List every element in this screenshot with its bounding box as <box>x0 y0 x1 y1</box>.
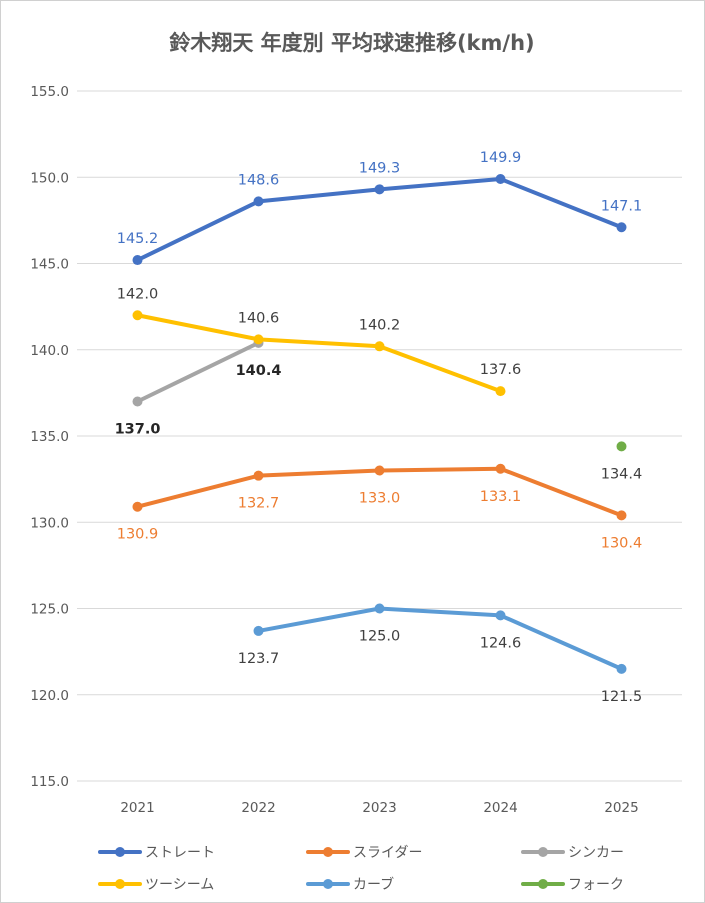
data-label: 134.4 <box>601 466 643 482</box>
data-label: 140.2 <box>359 317 401 333</box>
data-label: 125.0 <box>359 629 401 645</box>
data-point <box>253 334 264 345</box>
y-tick-label: 130.0 <box>30 515 69 531</box>
data-point <box>616 222 627 233</box>
legend-marker-icon <box>323 879 333 889</box>
x-tick-label: 2025 <box>604 800 638 816</box>
legend-label: フォーク <box>568 877 624 893</box>
data-label: 133.0 <box>359 491 401 507</box>
data-label: 124.6 <box>480 635 522 651</box>
data-point <box>495 173 506 184</box>
legend-marker-icon <box>115 847 125 857</box>
data-label: 142.0 <box>117 286 159 302</box>
data-point <box>374 341 385 352</box>
data-label: 137.0 <box>115 422 161 438</box>
data-point <box>495 463 506 474</box>
data-point <box>253 196 264 207</box>
data-label: 149.9 <box>480 150 522 166</box>
data-label: 132.7 <box>238 496 280 512</box>
legend-label: ストレート <box>145 845 215 861</box>
data-label: 130.4 <box>601 535 643 551</box>
y-tick-label: 145.0 <box>30 257 69 273</box>
data-point <box>374 184 385 195</box>
y-tick-label: 155.0 <box>30 84 69 100</box>
data-label: 130.9 <box>117 527 159 543</box>
data-point <box>374 603 385 614</box>
legend-label: シンカー <box>568 845 624 861</box>
x-tick-label: 2022 <box>241 800 275 816</box>
legend-label: ツーシーム <box>145 877 214 893</box>
data-label: 140.6 <box>238 310 280 326</box>
series-line <box>135 313 503 394</box>
data-label: 147.1 <box>601 198 643 214</box>
legend-marker-icon <box>538 879 548 889</box>
legend-label: カーブ <box>353 876 394 893</box>
data-point <box>132 501 143 512</box>
data-point <box>132 255 143 266</box>
chart-title: 鈴木翔天 年度別 平均球速推移(km/h) <box>169 31 534 55</box>
x-tick-label: 2023 <box>362 800 396 816</box>
series-line <box>256 606 624 671</box>
legend-marker-icon <box>538 847 548 857</box>
x-tick-label: 2021 <box>120 800 154 816</box>
data-point <box>495 386 506 397</box>
y-tick-label: 140.0 <box>30 343 69 359</box>
y-tick-label: 135.0 <box>30 429 69 445</box>
data-label: 149.3 <box>359 160 401 176</box>
data-label: 137.6 <box>480 362 522 378</box>
data-label: 140.4 <box>236 363 282 379</box>
data-label: 133.1 <box>480 489 522 505</box>
data-point <box>132 310 143 321</box>
data-label: 145.2 <box>117 231 159 247</box>
data-point <box>616 510 627 521</box>
y-tick-label: 115.0 <box>30 774 69 790</box>
data-label: 123.7 <box>238 651 280 667</box>
data-point <box>495 610 506 621</box>
data-label: 121.5 <box>601 689 643 705</box>
y-tick-label: 150.0 <box>30 170 69 186</box>
data-label: 148.6 <box>238 172 280 188</box>
data-point <box>374 465 385 476</box>
legend-label: スライダー <box>353 845 422 861</box>
series-line <box>135 340 261 404</box>
data-point <box>253 625 264 636</box>
data-point <box>253 470 264 481</box>
x-tick-label: 2024 <box>483 800 517 816</box>
y-tick-label: 125.0 <box>30 602 69 618</box>
data-point <box>132 396 143 407</box>
legend-marker-icon <box>323 847 333 857</box>
data-point <box>616 663 627 674</box>
y-tick-label: 120.0 <box>30 688 69 704</box>
data-point <box>616 441 627 452</box>
legend-marker-icon <box>115 879 125 889</box>
